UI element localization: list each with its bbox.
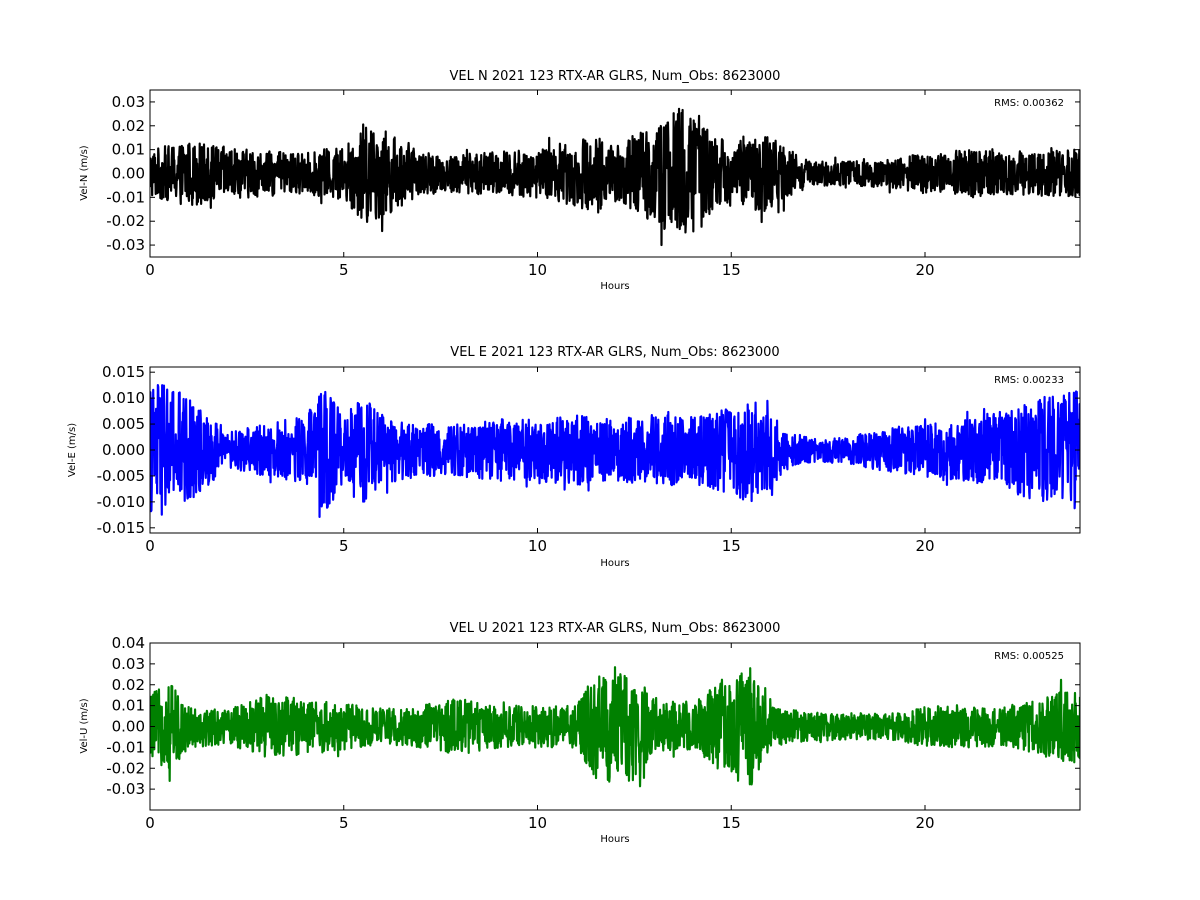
chart-vel-n: VEL N 2021 123 RTX-AR GLRS, Num_Obs: 862… — [79, 69, 1081, 292]
y-tick-label: -0.02 — [106, 759, 145, 777]
x-tick-label: 5 — [339, 261, 349, 279]
tick-group: 0 5 10 15 20 -0.03 -0.02 -0.01 0.00 0.01 0.02 0.03 0… — [106, 634, 1080, 832]
x-axis-label: Hours — [600, 558, 629, 569]
y-tick-label: -0.01 — [106, 738, 145, 756]
plot-area — [150, 383, 1080, 519]
tick-group: 0 5 10 15 20 -0.03 -0.02 -0.01 0.00 0.01 0.02 0.03 — [106, 90, 1080, 279]
x-tick-label: 20 — [915, 537, 934, 555]
y-tick-label: 0.01 — [112, 141, 145, 159]
y-tick-label: 0.02 — [112, 676, 145, 694]
x-tick-label: 10 — [528, 814, 547, 832]
y-tick-label: 0.005 — [102, 415, 145, 433]
series-line — [150, 383, 1080, 519]
y-tick-label: 0.04 — [112, 634, 145, 652]
x-tick-label: 20 — [915, 814, 934, 832]
y-axis-label: Vel-N (m/s) — [79, 145, 90, 200]
x-tick-label: 5 — [339, 537, 349, 555]
x-tick-label: 20 — [915, 261, 934, 279]
chart-title: VEL U 2021 123 RTX-AR GLRS, Num_Obs: 862… — [450, 621, 781, 636]
y-tick-label: 0.015 — [102, 363, 145, 381]
y-tick-label: 0.02 — [112, 117, 145, 135]
y-tick-label: -0.010 — [97, 493, 145, 511]
y-tick-label: 0.00 — [112, 165, 145, 183]
y-tick-label: -0.015 — [97, 519, 145, 537]
y-tick-label: 0.03 — [112, 655, 145, 673]
x-tick-label: 15 — [722, 537, 741, 555]
chart-title: VEL E 2021 123 RTX-AR GLRS, Num_Obs: 862… — [450, 345, 779, 360]
rms-annotation: RMS: 0.00362 — [994, 98, 1064, 109]
y-tick-label: 0.010 — [102, 389, 145, 407]
chart-vel-e: VEL E 2021 123 RTX-AR GLRS, Num_Obs: 862… — [67, 345, 1081, 569]
x-tick-label: 0 — [145, 537, 155, 555]
y-tick-label: 0.01 — [112, 697, 145, 715]
y-tick-label: 0.000 — [102, 441, 145, 459]
chart-vel-u: VEL U 2021 123 RTX-AR GLRS, Num_Obs: 862… — [79, 621, 1081, 845]
x-tick-label: 0 — [145, 814, 155, 832]
rms-annotation: RMS: 0.00233 — [994, 375, 1064, 386]
series-line — [150, 666, 1080, 788]
series-line — [150, 107, 1080, 247]
y-tick-label: 0.00 — [112, 718, 145, 736]
y-tick-label: -0.03 — [106, 780, 145, 798]
x-tick-label: 0 — [145, 261, 155, 279]
rms-annotation: RMS: 0.00525 — [994, 651, 1064, 662]
y-tick-label: -0.005 — [97, 467, 145, 485]
x-tick-label: 15 — [722, 814, 741, 832]
chart-title: VEL N 2021 123 RTX-AR GLRS, Num_Obs: 862… — [450, 69, 781, 84]
x-tick-label: 15 — [722, 261, 741, 279]
plot-area — [150, 107, 1080, 247]
y-tick-label: 0.03 — [112, 93, 145, 111]
y-axis-label: Vel-E (m/s) — [67, 423, 78, 477]
x-axis-label: Hours — [600, 281, 629, 292]
x-axis-label: Hours — [600, 834, 629, 845]
y-tick-label: -0.02 — [106, 212, 145, 230]
plot-area — [150, 666, 1080, 788]
x-tick-label: 10 — [528, 261, 547, 279]
y-tick-label: -0.03 — [106, 236, 145, 254]
y-axis-label: Vel-U (m/s) — [79, 698, 90, 753]
tick-group: 0 5 10 15 20 -0.015 -0.010 -0.005 0.000 0.005 0.01… — [97, 363, 1080, 555]
y-tick-label: -0.01 — [106, 188, 145, 206]
x-tick-label: 10 — [528, 537, 547, 555]
x-tick-label: 5 — [339, 814, 349, 832]
